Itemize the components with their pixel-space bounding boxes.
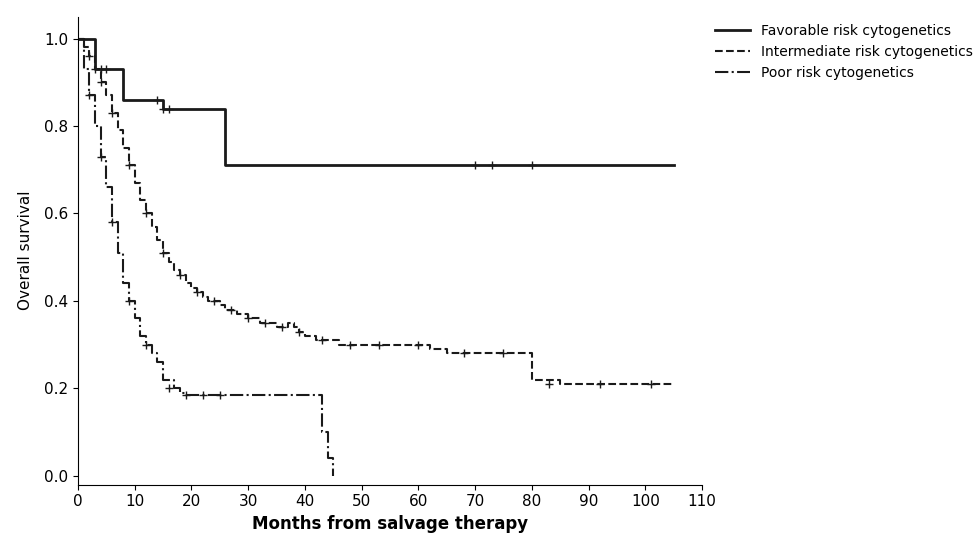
Poor risk cytogenetics [129,315,140,322]
Poor risk cytogenetics [89,123,100,129]
Intermediate risk cytogenetics [100,92,112,99]
Poor risk cytogenetics [175,389,186,396]
Poor risk cytogenetics [214,392,225,398]
Favorable risk cytogenetics [219,162,231,169]
Line: Poor risk cytogenetics: Poor risk cytogenetics [78,38,333,476]
Intermediate risk cytogenetics [668,380,680,387]
Poor risk cytogenetics [146,350,158,356]
Intermediate risk cytogenetics [497,350,509,356]
Intermediate risk cytogenetics [72,35,84,42]
Poor risk cytogenetics [118,280,130,287]
Intermediate risk cytogenetics [555,380,566,387]
Favorable risk cytogenetics [271,162,283,169]
Poor risk cytogenetics [197,392,209,398]
Poor risk cytogenetics [151,359,163,365]
Favorable risk cytogenetics [157,105,169,112]
X-axis label: Months from salvage therapy: Months from salvage therapy [252,515,528,533]
Line: Favorable risk cytogenetics: Favorable risk cytogenetics [78,38,674,165]
Favorable risk cytogenetics [89,66,100,72]
Poor risk cytogenetics [106,219,118,226]
Poor risk cytogenetics [140,341,152,348]
Poor risk cytogenetics [180,392,192,398]
Intermediate risk cytogenetics [163,258,175,265]
Poor risk cytogenetics [95,153,106,160]
Poor risk cytogenetics [219,392,231,398]
Poor risk cytogenetics [322,455,333,462]
Favorable risk cytogenetics [151,96,163,103]
Intermediate risk cytogenetics [299,333,311,339]
Poor risk cytogenetics [100,184,112,190]
Favorable risk cytogenetics [100,66,112,72]
Poor risk cytogenetics [185,392,197,398]
Favorable risk cytogenetics [118,96,130,103]
Poor risk cytogenetics [84,92,96,99]
Line: Intermediate risk cytogenetics: Intermediate risk cytogenetics [78,38,674,384]
Intermediate risk cytogenetics [140,210,152,217]
Favorable risk cytogenetics [72,35,84,42]
Poor risk cytogenetics [299,392,311,398]
Poor risk cytogenetics [310,392,322,398]
Poor risk cytogenetics [169,385,180,392]
Poor risk cytogenetics [123,297,135,304]
Favorable risk cytogenetics [84,35,96,42]
Poor risk cytogenetics [78,66,90,72]
Favorable risk cytogenetics [668,162,680,169]
Y-axis label: Overall survival: Overall survival [18,191,33,310]
Poor risk cytogenetics [328,472,339,479]
Poor risk cytogenetics [135,333,146,339]
Poor risk cytogenetics [157,377,169,383]
Poor risk cytogenetics [316,429,328,436]
Poor risk cytogenetics [112,250,124,256]
Poor risk cytogenetics [72,35,84,42]
Intermediate risk cytogenetics [254,320,265,326]
